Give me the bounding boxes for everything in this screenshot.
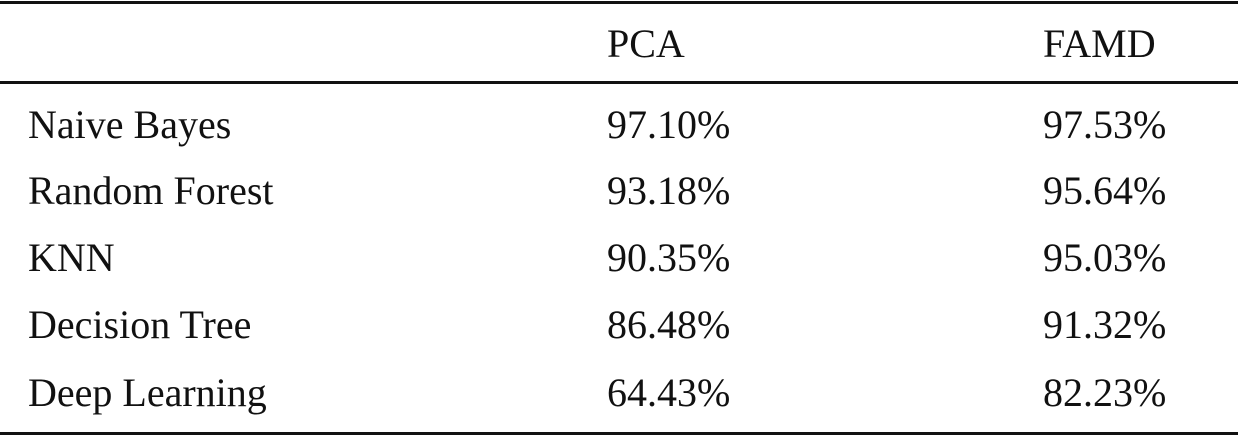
header-rule xyxy=(0,81,1238,84)
cell-value: 90.35% xyxy=(607,235,731,280)
cell-value: 97.53% xyxy=(1043,102,1167,147)
row-label: Naive Bayes xyxy=(28,102,232,147)
cell-value: 95.64% xyxy=(1043,168,1167,213)
cell-value: 95.03% xyxy=(1043,235,1167,280)
cell-value: 93.18% xyxy=(607,168,731,213)
cell-value: 91.32% xyxy=(1043,302,1167,347)
row-label: KNN xyxy=(28,235,115,280)
row-label: Decision Tree xyxy=(28,302,252,347)
top-rule xyxy=(0,1,1238,4)
column-header: FAMD xyxy=(1043,21,1156,66)
column-header: PCA xyxy=(607,21,685,66)
cell-value: 82.23% xyxy=(1043,370,1167,415)
cell-value: 97.10% xyxy=(607,102,731,147)
row-label: Random Forest xyxy=(28,168,274,213)
bottom-rule xyxy=(0,432,1238,435)
cell-value: 64.43% xyxy=(607,370,731,415)
row-label: Deep Learning xyxy=(28,370,267,415)
cell-value: 86.48% xyxy=(607,302,731,347)
